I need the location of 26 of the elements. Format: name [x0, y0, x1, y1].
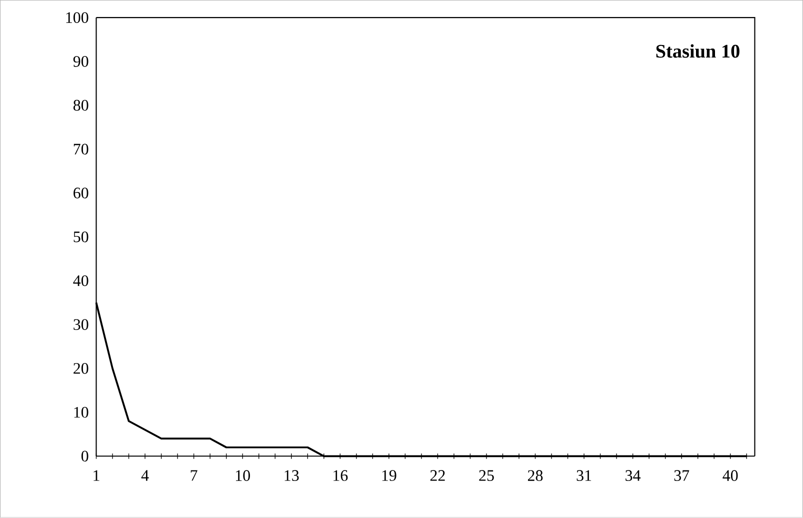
x-tick-label: 34: [626, 470, 641, 482]
x-tick-label: 4: [141, 470, 149, 481]
x-tick-label: 40: [722, 470, 738, 482]
x-tick-label: 19: [382, 470, 396, 482]
x-tick-label: 16: [334, 470, 348, 482]
y-tick-label: 80: [73, 100, 88, 111]
y-tick-label: 50: [74, 232, 88, 242]
y-tick-label: 30: [74, 319, 88, 330]
y-tick-label: 70: [74, 144, 88, 155]
y-tick-label: 40: [73, 275, 88, 286]
x-tick-label: 22: [430, 470, 445, 481]
y-tick-label: 90: [73, 56, 88, 67]
x-tick-label: 13: [284, 470, 299, 482]
x-tick-label: 7: [190, 470, 198, 481]
x-tick-label: 37: [674, 470, 690, 482]
x-tick-label: 25: [479, 470, 494, 482]
y-tick-label: 60: [74, 188, 88, 199]
text: Stasiun 10: [656, 44, 740, 58]
x-tick-label: 1: [94, 470, 100, 481]
y-tick-label: 100: [66, 12, 88, 24]
y-tick-label: 10: [74, 407, 88, 418]
x-tick-label: 28: [528, 470, 543, 482]
y-tick-label: 20: [74, 363, 88, 374]
x-tick-label: 10: [236, 470, 250, 482]
y-tick-label: 0: [81, 450, 88, 462]
x-tick-label: 31: [576, 470, 592, 482]
